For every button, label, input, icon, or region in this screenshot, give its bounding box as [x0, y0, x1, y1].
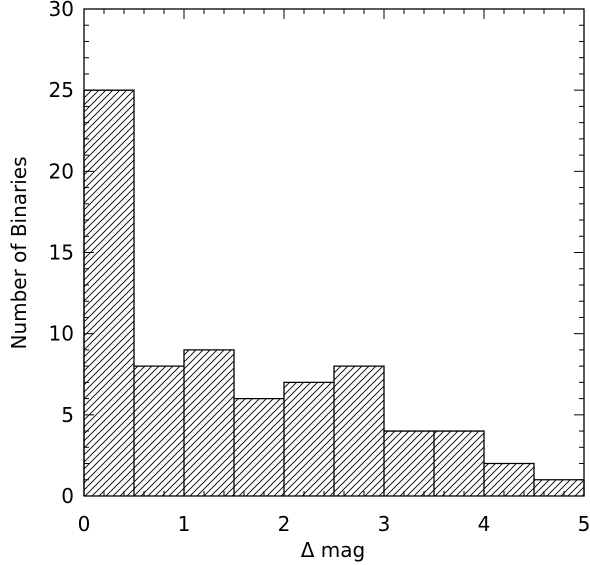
- y-tick-label: 5: [61, 403, 74, 427]
- histogram-bars: [84, 90, 584, 497]
- y-axis-label: Number of Binaries: [7, 156, 31, 349]
- histogram-bar-2: [184, 349, 234, 496]
- histogram-bar-7: [434, 431, 484, 496]
- y-tick-labels: 0 5 10 15 20 25 30: [49, 0, 74, 508]
- histogram-bar-6: [384, 431, 434, 496]
- histogram-bar-8: [484, 463, 534, 496]
- histogram-bar-5: [334, 366, 384, 496]
- histogram-bar-3: [234, 398, 284, 496]
- histogram-bar-0: [84, 90, 134, 497]
- histogram-bar-9: [534, 479, 584, 496]
- histogram-bar-4: [284, 382, 334, 496]
- x-tick-labels: 0 1 2 3 4 5: [78, 512, 590, 536]
- y-tick-label: 0: [61, 484, 74, 508]
- y-tick-label: 20: [49, 159, 74, 183]
- x-tick-label: 4: [478, 512, 491, 536]
- x-tick-label: 5: [578, 512, 590, 536]
- x-tick-label: 3: [378, 512, 391, 536]
- y-tick-label: 25: [49, 78, 74, 102]
- y-tick-label: 30: [49, 0, 74, 21]
- x-tick-label: 2: [278, 512, 291, 536]
- histogram-bar-1: [134, 366, 184, 496]
- y-tick-label: 15: [49, 241, 74, 265]
- axis-ticks: [83, 8, 585, 497]
- y-tick-label: 10: [49, 322, 74, 346]
- x-tick-label: 0: [78, 512, 91, 536]
- histogram-outline: [83, 89, 585, 496]
- x-tick-label: 1: [178, 512, 191, 536]
- x-axis-label: Δ mag: [301, 538, 365, 562]
